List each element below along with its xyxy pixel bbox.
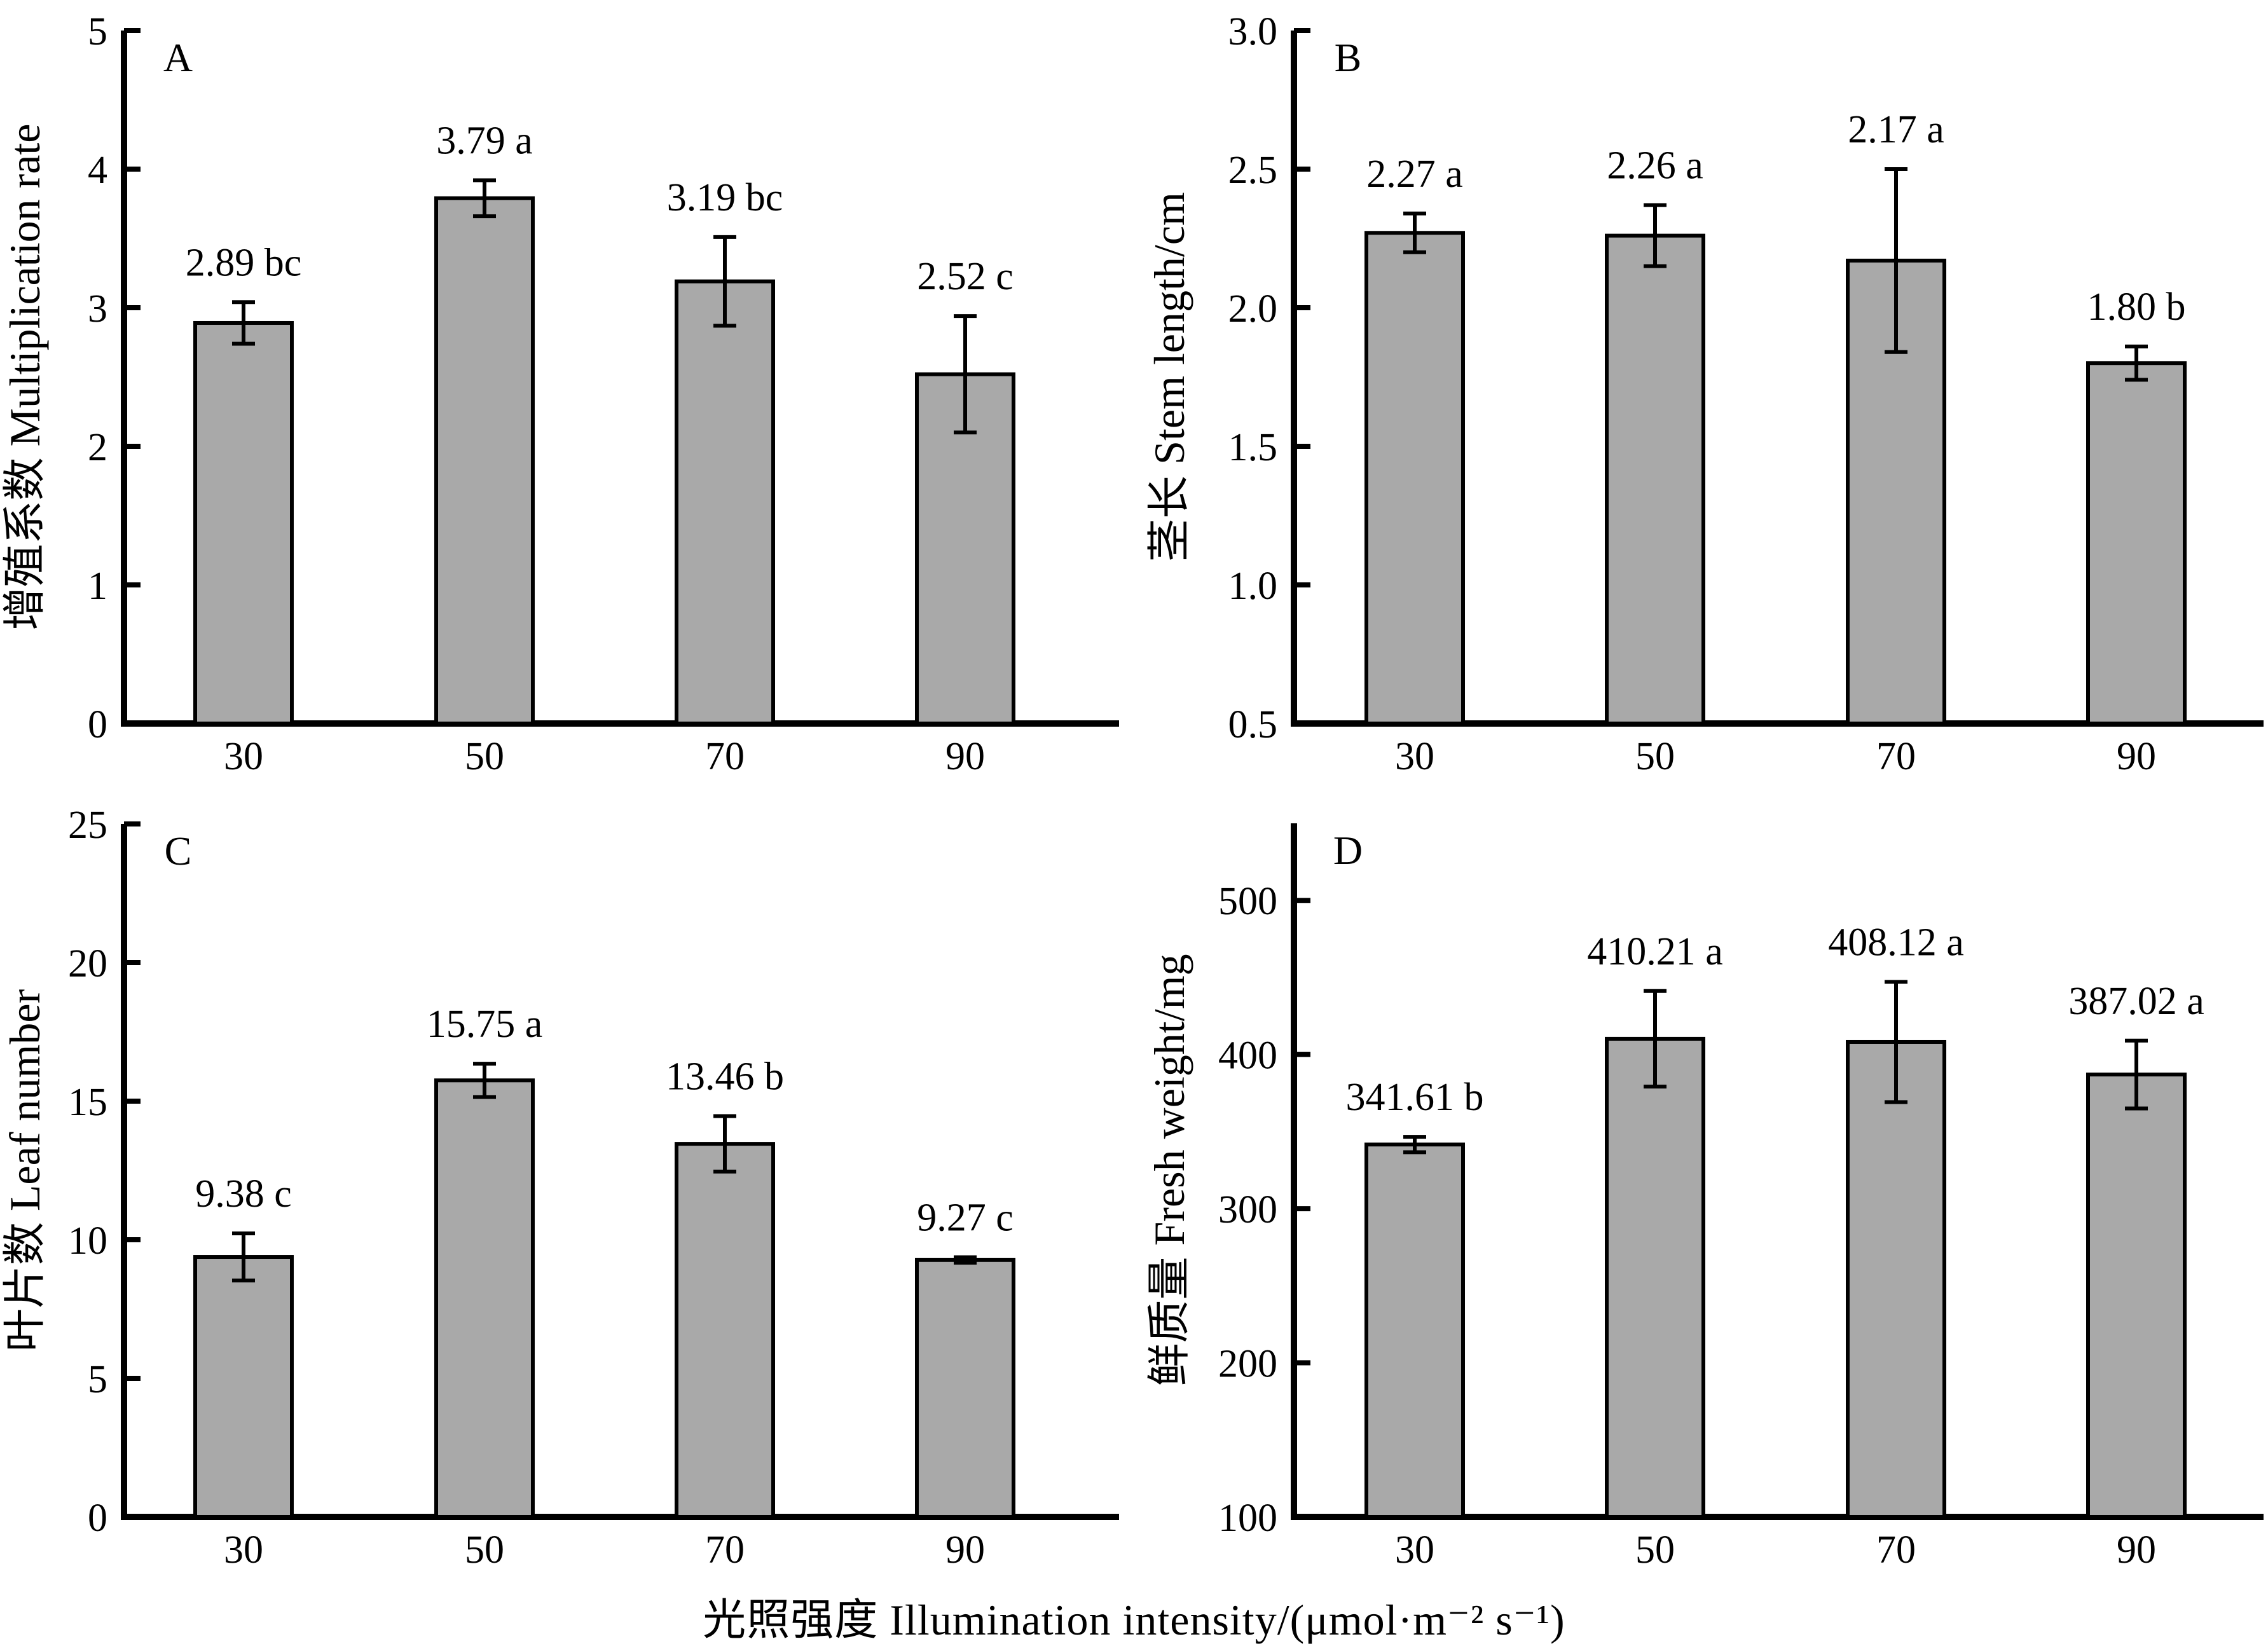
x-tick-label: 30 (1395, 735, 1434, 778)
x-tick-label: 30 (1395, 1528, 1434, 1572)
x-tick-label: 50 (1635, 735, 1675, 778)
bar (193, 1255, 294, 1519)
y-tick-label: 0 (88, 703, 107, 746)
y-tick-label: 10 (68, 1219, 107, 1263)
bar-value-label: 2.52 c (917, 255, 1014, 298)
bar (675, 279, 775, 725)
x-tick-label: 50 (465, 1528, 504, 1572)
panel-letter: D (1333, 828, 1363, 873)
x-tick-label: 70 (705, 735, 745, 778)
bar (2086, 361, 2187, 725)
x-tick-label: 70 (1876, 1528, 1916, 1572)
x-tick-label: 90 (2117, 1528, 2156, 1572)
x-tick-label: 90 (2117, 735, 2156, 778)
y-tick-label: 3.0 (1228, 10, 1278, 53)
y-axis-title: 鲜质量 Fresh weight/mg (1145, 954, 1193, 1387)
x-tick-label: 30 (224, 1528, 263, 1572)
y-tick-label: 1 (88, 565, 107, 608)
bar-value-label: 387.02 a (2068, 980, 2204, 1023)
y-tick-label: 20 (68, 942, 107, 985)
y-tick-label: 300 (1218, 1188, 1277, 1231)
y-tick-label: 200 (1218, 1343, 1277, 1386)
y-tick-label: 1.0 (1228, 565, 1278, 608)
y-tick-label: 5 (88, 10, 107, 53)
bar (1364, 231, 1465, 725)
bar-value-label: 410.21 a (1587, 930, 1723, 973)
y-tick-label: 3 (88, 287, 107, 331)
bar (675, 1142, 775, 1519)
panel-letter: B (1335, 35, 1362, 80)
bar-value-label: 9.27 c (917, 1196, 1014, 1239)
y-tick-label: 5 (88, 1358, 107, 1401)
bar-value-label: 2.27 a (1366, 153, 1463, 196)
bar-value-label: 2.26 a (1607, 144, 1703, 188)
y-axis-title: 增殖系数 Multiplication rate (1, 124, 49, 631)
x-tick-label: 50 (465, 735, 504, 778)
y-tick-label: 2.0 (1228, 287, 1278, 331)
bar-value-label: 9.38 c (195, 1172, 292, 1216)
x-tick-label: 70 (1876, 735, 1916, 778)
y-tick-label: 2 (88, 426, 107, 469)
x-tick-label: 90 (945, 1528, 985, 1572)
y-tick-label: 25 (68, 804, 107, 847)
bar (2086, 1073, 2187, 1519)
x-tick-label: 70 (705, 1528, 745, 1572)
y-tick-label: 100 (1218, 1497, 1277, 1540)
y-axis-title: 叶片数 Leaf number (1, 989, 49, 1352)
bar-value-label: 408.12 a (1828, 921, 1964, 964)
bar-value-label: 2.17 a (1848, 108, 1944, 151)
x-axis-label: 光照强度 Illumination intensity/(μmol·m⁻² s⁻… (703, 1596, 1565, 1644)
panel-letter: A (163, 35, 193, 80)
bar-value-label: 15.75 a (427, 1003, 543, 1046)
bar (915, 1258, 1015, 1519)
y-tick-label: 4 (88, 149, 107, 192)
y-tick-label: 2.5 (1228, 149, 1278, 192)
x-tick-label: 90 (945, 735, 985, 778)
bar (193, 320, 294, 726)
bar-value-label: 2.89 bc (186, 241, 302, 284)
bar-value-label: 3.19 bc (667, 176, 783, 219)
bar (1846, 1039, 1946, 1519)
bar (1605, 233, 1705, 725)
panel-letter: C (165, 828, 192, 874)
bar (1605, 1036, 1705, 1519)
bar-value-label: 341.61 b (1346, 1076, 1484, 1119)
bar (434, 1078, 535, 1519)
bar-value-label: 13.46 b (666, 1055, 784, 1099)
y-tick-label: 500 (1218, 880, 1277, 923)
x-tick-label: 50 (1635, 1528, 1675, 1572)
bar-value-label: 1.80 b (2087, 285, 2186, 329)
y-tick-label: 0 (88, 1497, 107, 1540)
y-axis-title: 茎长 Stem length/cm (1145, 192, 1193, 562)
y-tick-label: 15 (68, 1081, 107, 1124)
bar (434, 196, 535, 725)
x-tick-label: 30 (224, 735, 263, 778)
bar-value-label: 3.79 a (436, 119, 533, 162)
y-tick-label: 400 (1218, 1034, 1277, 1078)
y-tick-label: 1.5 (1228, 426, 1278, 469)
bar (1364, 1142, 1465, 1519)
y-tick-label: 0.5 (1228, 703, 1278, 746)
